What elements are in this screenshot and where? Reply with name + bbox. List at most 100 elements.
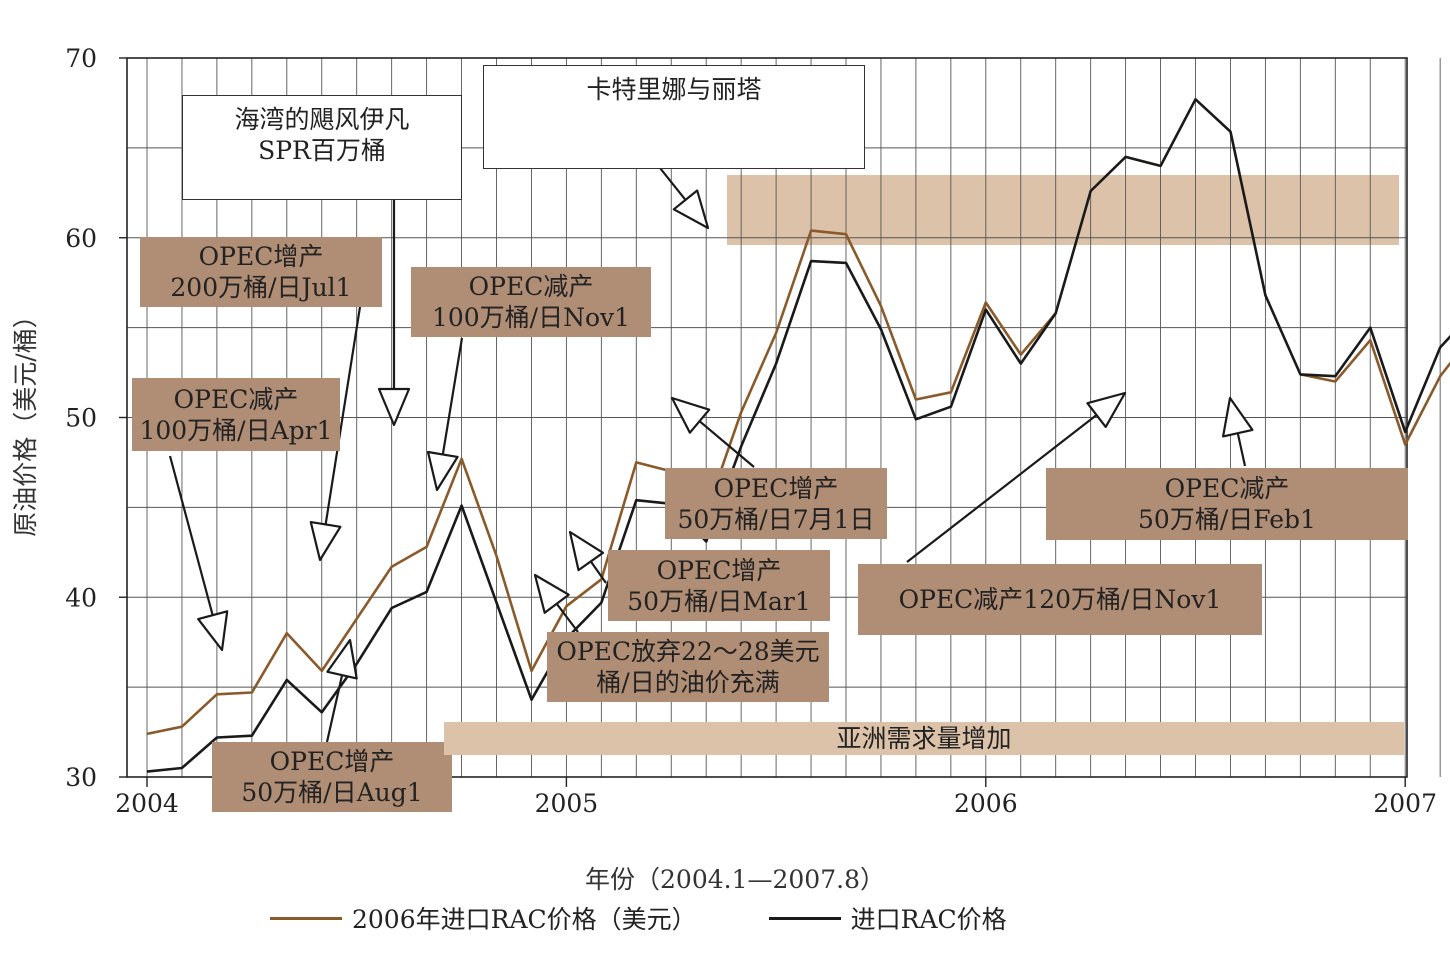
arrow-shaft — [698, 420, 755, 468]
annotation-line: OPEC增产 — [713, 473, 839, 503]
arrow-shaft — [1236, 432, 1247, 467]
annotation-text: OPEC放弃22～28美元 桶/日的油价充满 — [556, 636, 819, 698]
y-tick-label: 70 — [65, 44, 97, 73]
arrow-apr1 — [168, 455, 229, 652]
annotation-line: OPEC增产 — [198, 242, 324, 271]
annotation-text: 海湾的飓风伊凡 SPR百万桶 — [234, 104, 409, 166]
legend-item-adjusted: 2006年进口RAC价格（美元） — [270, 900, 697, 936]
annotation-opec-cut-nov1: OPEC减产 100万桶/日Nov1 — [411, 267, 651, 337]
arrow-feb1 — [1221, 396, 1254, 467]
annotation-opec-cut-apr1: OPEC减产 100万桶/日Apr1 — [132, 378, 340, 451]
arrow-head — [568, 530, 605, 572]
annotation-text: OPEC减产 100万桶/日Apr1 — [139, 384, 332, 446]
arrow-head — [426, 450, 459, 492]
legend-swatch-nominal — [768, 916, 841, 920]
arrow-head — [309, 520, 342, 562]
arrow-shaft — [324, 306, 362, 525]
legend: 2006年进口RAC价格（美元） 进口RAC价格 — [270, 900, 1079, 936]
annotation-line: 卡特里娜与丽塔 — [586, 75, 762, 104]
annotation-line: 50万桶/日Feb1 — [1138, 505, 1316, 534]
arrow-aug1 — [325, 638, 358, 743]
annotation-opec-increase-mar1: OPEC增产 50万桶/日Mar1 — [608, 550, 830, 621]
arrow-abandon — [533, 573, 579, 633]
x-axis-label: 年份（2004.1—2007.8） — [585, 865, 885, 894]
arrow-head — [197, 610, 229, 652]
annotation-text: 卡特里娜与丽塔 — [586, 74, 761, 105]
annotation-line: 50万桶/日7月1日 — [677, 504, 875, 534]
arrow-head — [1221, 396, 1254, 438]
annotation-arrows — [168, 167, 1254, 743]
y-axis-label: 原油价格（美元/桶） — [11, 303, 40, 537]
annotation-line: OPEC减产 — [1164, 474, 1290, 503]
annotation-opec-increase-jul1: OPEC增产 200万桶/日Jul1 — [140, 237, 382, 307]
arrow-shaft — [659, 167, 687, 201]
annotation-katrina-rita: 卡特里娜与丽塔 — [483, 65, 865, 169]
arrow-shaft — [589, 560, 607, 584]
annotation-opec-increase-aug1: OPEC增产 50万桶/日Aug1 — [212, 742, 452, 812]
arrow-jul1-2005 — [670, 396, 755, 468]
legend-item-nominal: 进口RAC价格 — [768, 900, 1007, 936]
annotation-asia-demand: 亚洲需求量增加 — [444, 722, 1404, 755]
arrow-shaft — [441, 337, 464, 455]
legend-label-adjusted: 2006年进口RAC价格（美元） — [352, 905, 697, 934]
arrow-head — [377, 387, 411, 427]
annotation-opec-increase-jul1-2005: OPEC增产 50万桶/日7月1日 — [665, 468, 887, 539]
annotation-text: 亚洲需求量增加 — [836, 723, 1011, 754]
annotation-line: OPEC增产 — [656, 555, 782, 585]
annotation-line: 100万桶/日Apr1 — [139, 415, 333, 445]
y-tick-label: 30 — [65, 763, 97, 792]
annotation-line: OPEC减产 — [173, 384, 299, 414]
arrow-shaft — [325, 674, 344, 743]
annotation-line: 100万桶/日Nov1 — [431, 303, 631, 332]
legend-label-nominal: 进口RAC价格 — [850, 905, 1007, 934]
arrow-mar1 — [568, 530, 607, 584]
annotation-text: OPEC减产 100万桶/日Nov1 — [432, 271, 630, 333]
x-axis: 2004 2005 2006 2007 — [115, 777, 1437, 818]
arrow-nov1-2006 — [906, 391, 1127, 563]
annotation-opec-cut-feb1: OPEC减产 50万桶/日Feb1 — [1046, 468, 1408, 540]
arrow-shaft — [906, 414, 1098, 563]
annotation-line: OPEC增产 — [269, 747, 395, 776]
arrow-nov1 — [426, 337, 464, 492]
series-line-nominal — [146, 98, 1450, 773]
annotation-line: 50万桶/日Aug1 — [241, 778, 423, 807]
annotation-text: OPEC减产 50万桶/日Feb1 — [1138, 473, 1316, 535]
arrow-head — [326, 638, 358, 680]
annotation-text: OPEC增产 50万桶/日7月1日 — [677, 473, 874, 535]
price-band-highlight — [727, 175, 1399, 245]
arrow-head — [1086, 391, 1127, 428]
series-line-adjusted — [146, 229, 1057, 736]
y-tick-label: 50 — [65, 404, 97, 433]
annotation-line: OPEC减产120万桶/日Nov1 — [898, 585, 1222, 614]
y-axis: 30 40 50 60 70 — [65, 44, 127, 792]
annotation-line: 桶/日的油价充满 — [596, 668, 780, 697]
legend-swatch-adjusted — [270, 916, 342, 920]
arrow-head — [672, 189, 710, 230]
annotation-opec-abandon-band: OPEC放弃22～28美元 桶/日的油价充满 — [547, 632, 829, 702]
annotation-line: 200万桶/日Jul1 — [170, 273, 352, 302]
arrow-katrina — [659, 167, 710, 230]
annotation-line: 50万桶/日Mar1 — [627, 586, 811, 616]
y-tick-label: 60 — [65, 224, 97, 253]
x-tick-label: 2006 — [954, 789, 1018, 818]
x-tick-label: 2005 — [535, 789, 599, 818]
annotation-opec-cut-nov1-2006: OPEC减产120万桶/日Nov1 — [858, 564, 1262, 635]
arrow-shaft — [168, 455, 214, 616]
annotation-text: OPEC增产 50万桶/日Aug1 — [241, 746, 422, 808]
annotation-line: OPEC减产 — [468, 272, 594, 301]
arrow-shaft — [555, 603, 579, 633]
annotation-line: OPEC放弃22～28美元 — [556, 637, 820, 666]
annotation-hurricane-ivan: 海湾的飓风伊凡 SPR百万桶 — [182, 95, 462, 200]
arrow-jul1 — [309, 306, 362, 562]
series-lines — [146, 98, 1450, 773]
x-tick-label: 2004 — [115, 789, 179, 818]
annotation-text: OPEC增产 200万桶/日Jul1 — [170, 241, 351, 303]
arrow-head — [533, 573, 570, 614]
annotation-text: OPEC增产 50万桶/日Mar1 — [627, 555, 811, 617]
annotation-line: 亚洲需求量增加 — [836, 724, 1012, 753]
x-tick-label: 2007 — [1373, 789, 1437, 818]
annotation-line: SPR百万桶 — [258, 136, 386, 165]
arrow-ivan — [377, 200, 411, 427]
annotation-text: OPEC减产120万桶/日Nov1 — [899, 584, 1222, 615]
arrow-head — [670, 396, 711, 434]
